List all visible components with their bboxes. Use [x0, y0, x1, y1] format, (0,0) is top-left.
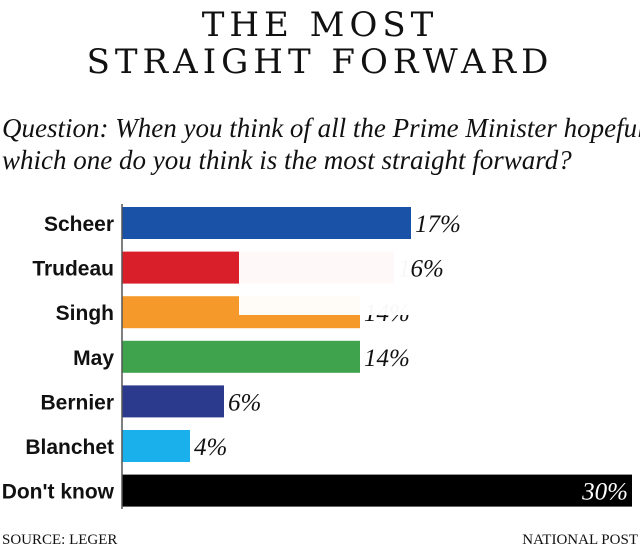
category-label: Trudeau	[32, 258, 114, 281]
credit-label: NATIONAL POST	[522, 532, 638, 548]
bar	[122, 207, 411, 239]
question-line-1: Question: When you think of all the Prim…	[2, 113, 640, 143]
title-line-1: THE MOST	[201, 5, 439, 45]
data-label: 4%	[194, 434, 227, 461]
watermark-overlay	[239, 249, 409, 315]
bar	[122, 385, 224, 418]
bar	[122, 340, 360, 373]
data-label: 17%	[415, 211, 461, 238]
category-label: Don't know	[2, 481, 115, 504]
category-label: May	[73, 347, 114, 370]
category-label: Scheer	[44, 213, 114, 236]
bar	[122, 474, 632, 507]
category-label: Blanchet	[25, 436, 114, 459]
source-label: SOURCE: LEGER	[2, 532, 118, 548]
category-label: Bernier	[40, 391, 114, 414]
title-line-2: STRAIGHT FORWARD	[86, 42, 554, 82]
data-label: 14%	[364, 345, 410, 372]
bar	[122, 430, 190, 462]
category-label: Singh	[56, 302, 114, 325]
data-label: 30%	[581, 479, 628, 506]
question-line-2: which one do you think is the most strai…	[2, 145, 572, 175]
data-label: 6%	[228, 389, 261, 416]
